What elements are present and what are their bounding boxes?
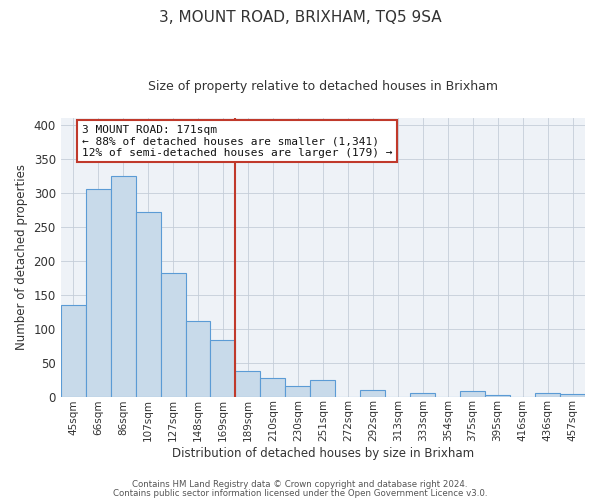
Title: Size of property relative to detached houses in Brixham: Size of property relative to detached ho… bbox=[148, 80, 498, 93]
Bar bbox=[211, 340, 235, 396]
Y-axis label: Number of detached properties: Number of detached properties bbox=[15, 164, 28, 350]
Text: Contains public sector information licensed under the Open Government Licence v3: Contains public sector information licen… bbox=[113, 488, 487, 498]
Bar bbox=[410, 393, 435, 396]
X-axis label: Distribution of detached houses by size in Brixham: Distribution of detached houses by size … bbox=[172, 447, 474, 460]
Bar bbox=[235, 372, 260, 396]
Bar bbox=[310, 380, 335, 396]
Bar bbox=[535, 393, 560, 396]
Text: 3, MOUNT ROAD, BRIXHAM, TQ5 9SA: 3, MOUNT ROAD, BRIXHAM, TQ5 9SA bbox=[158, 10, 442, 25]
Text: 3 MOUNT ROAD: 171sqm
← 88% of detached houses are smaller (1,341)
12% of semi-de: 3 MOUNT ROAD: 171sqm ← 88% of detached h… bbox=[82, 124, 392, 158]
Bar bbox=[61, 305, 86, 396]
Bar bbox=[110, 176, 136, 396]
Bar bbox=[485, 395, 510, 396]
Bar bbox=[260, 378, 286, 396]
Text: Contains HM Land Registry data © Crown copyright and database right 2024.: Contains HM Land Registry data © Crown c… bbox=[132, 480, 468, 489]
Bar bbox=[161, 273, 185, 396]
Bar bbox=[286, 386, 310, 396]
Bar bbox=[136, 212, 161, 396]
Bar bbox=[86, 189, 110, 396]
Bar bbox=[185, 321, 211, 396]
Bar bbox=[460, 391, 485, 396]
Bar bbox=[560, 394, 585, 396]
Bar bbox=[360, 390, 385, 396]
